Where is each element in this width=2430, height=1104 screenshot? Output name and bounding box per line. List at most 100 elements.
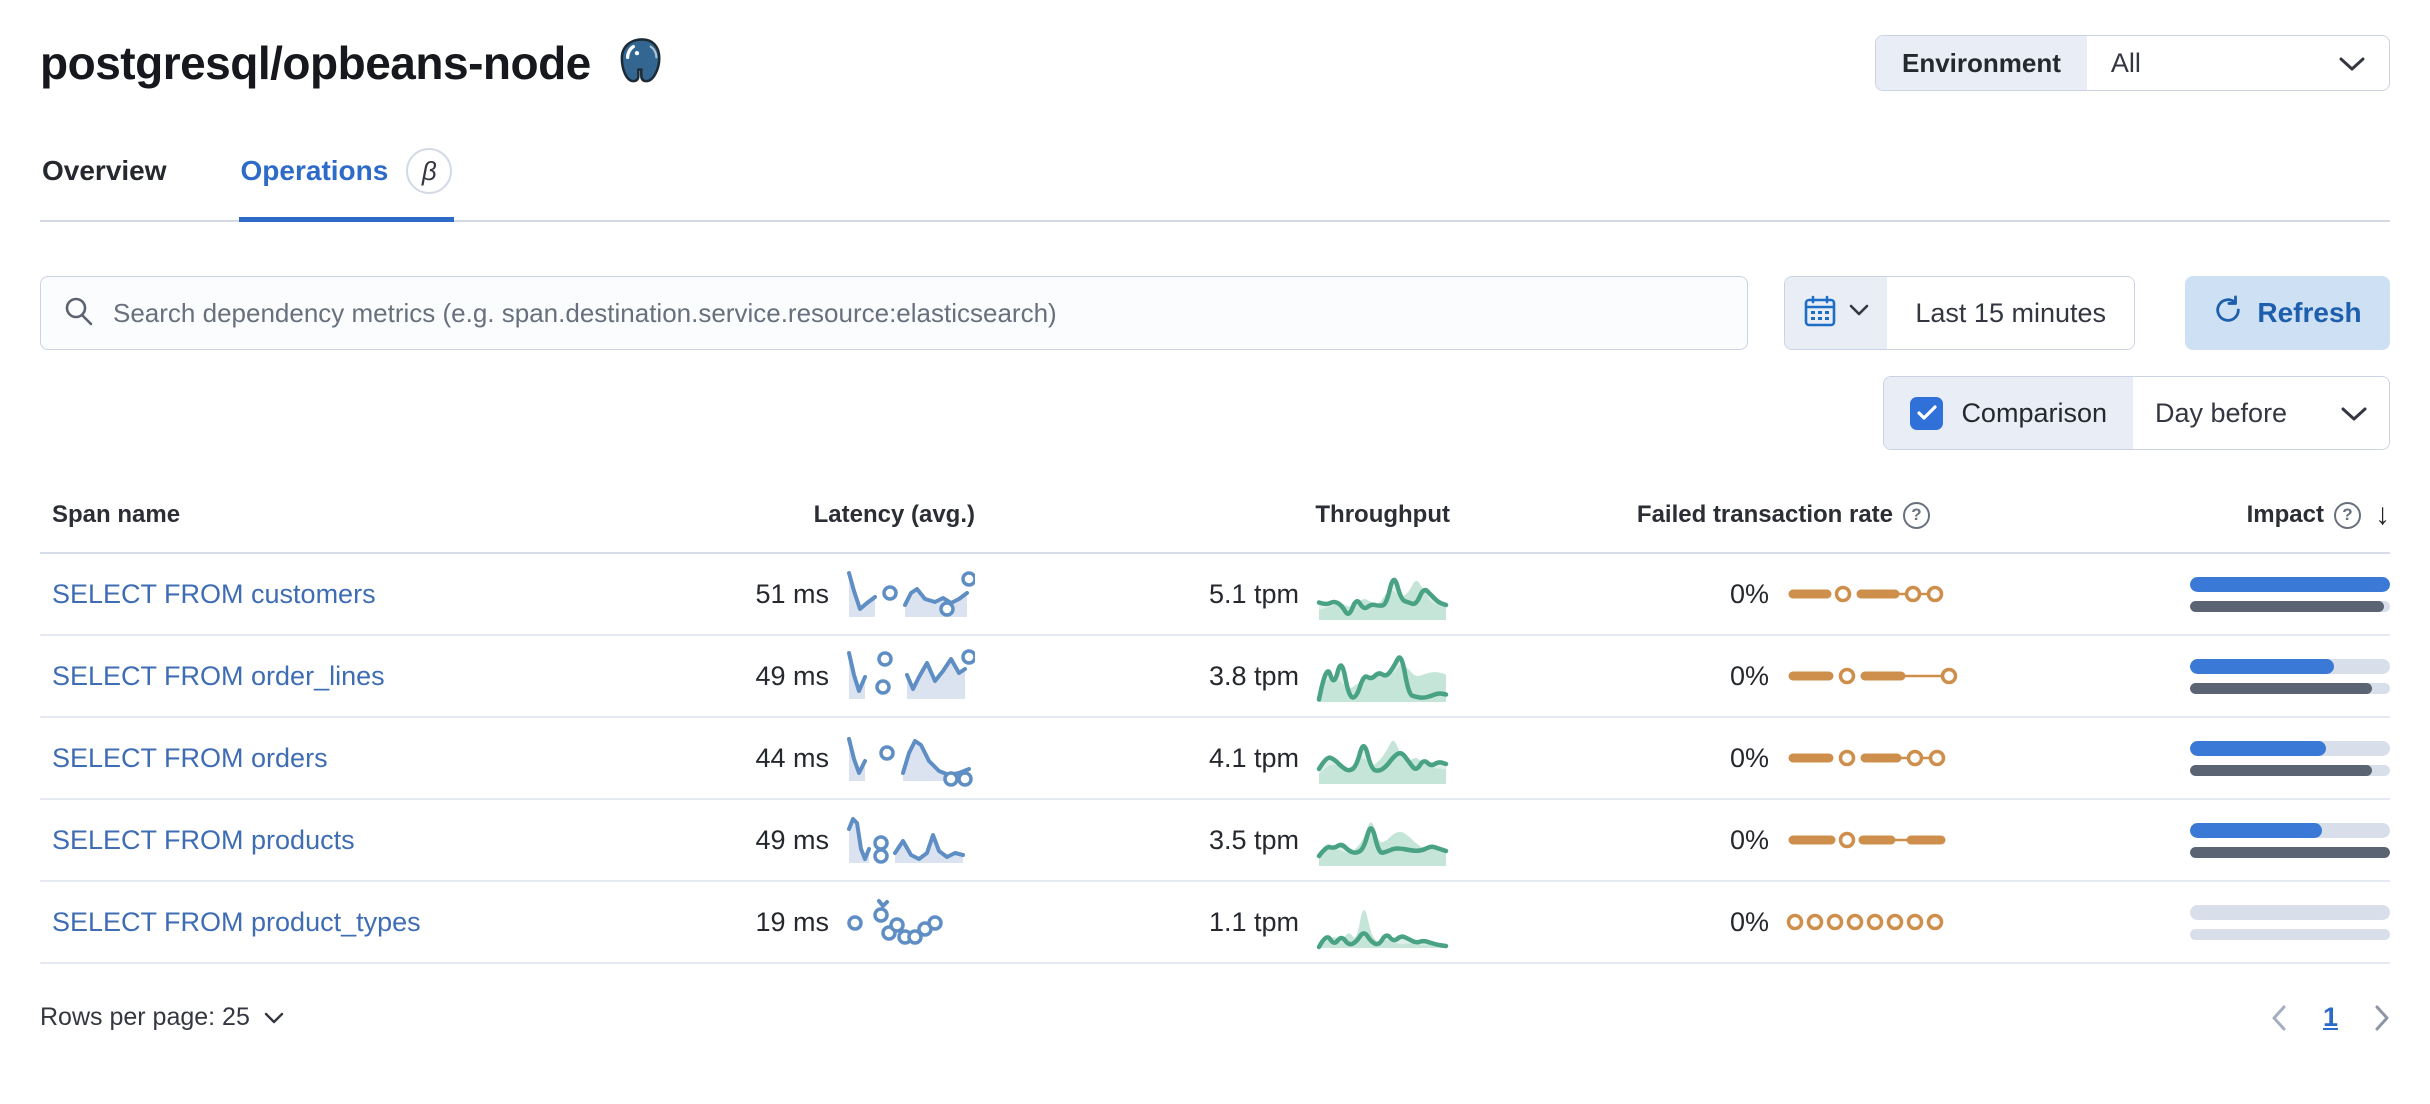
latency-sparkline xyxy=(845,565,975,623)
time-range-picker: Last 15 minutes xyxy=(1784,276,2135,350)
latency-sparkline xyxy=(845,729,975,787)
column-header-failed-rate[interactable]: Failed transaction rate? xyxy=(1450,501,1960,529)
latency-value: 44 ms xyxy=(755,742,829,773)
operations-table: Span name Latency (avg.) Throughput Fail… xyxy=(40,498,2390,964)
table-body: SELECT FROM customers 51 ms 5.1 tpm 0% S… xyxy=(40,554,2390,964)
impact-previous-bar xyxy=(2190,928,2390,940)
throughput-value: 5.1 tpm xyxy=(1208,578,1299,609)
calendar-menu-button[interactable] xyxy=(1785,277,1888,349)
pagination: 1 xyxy=(2271,1002,2390,1033)
span-name-link[interactable]: SELECT FROM customers xyxy=(52,578,376,609)
failed-rate-value: 0% xyxy=(1729,578,1769,609)
rows-per-page-label: Rows per page: 25 xyxy=(40,1003,250,1031)
refresh-button[interactable]: Refresh xyxy=(2185,276,2390,350)
comparison-value: Day before xyxy=(2155,397,2288,428)
failed-rate-sparkline xyxy=(1785,905,1960,939)
search-input[interactable] xyxy=(113,297,1726,329)
impact-current-bar xyxy=(2190,658,2390,674)
impact-previous-bar xyxy=(2190,764,2390,776)
tab-operations-label: Operations xyxy=(240,155,389,186)
table-row: SELECT FROM products 49 ms 3.5 tpm 0% xyxy=(40,800,2390,882)
impact-bars xyxy=(2190,740,2390,776)
table-footer: Rows per page: 25 1 xyxy=(40,1002,2390,1033)
failed-rate-value: 0% xyxy=(1729,742,1769,773)
impact-current-bar xyxy=(2190,740,2390,756)
impact-current-bar xyxy=(2190,822,2390,838)
chevron-down-icon xyxy=(1849,304,1869,322)
failed-rate-value: 0% xyxy=(1729,660,1769,691)
latency-value: 51 ms xyxy=(755,578,829,609)
latency-value: 19 ms xyxy=(755,906,829,937)
refresh-icon xyxy=(2213,294,2243,332)
table-row: SELECT FROM order_lines 49 ms 3.8 tpm 0% xyxy=(40,636,2390,718)
help-icon[interactable]: ? xyxy=(1903,501,1930,529)
column-header-span-name[interactable]: Span name xyxy=(52,501,181,528)
table-row: SELECT FROM customers 51 ms 5.1 tpm 0% xyxy=(40,554,2390,636)
column-header-latency[interactable]: Latency (avg.) xyxy=(813,501,975,528)
failed-rate-value: 0% xyxy=(1729,824,1769,855)
impact-bars xyxy=(2190,658,2390,694)
throughput-sparkline xyxy=(1315,809,1450,871)
span-name-link[interactable]: SELECT FROM order_lines xyxy=(52,660,385,691)
column-header-impact[interactable]: Impact? ↓ xyxy=(2246,498,2390,531)
failed-rate-sparkline xyxy=(1785,577,1960,611)
tab-bar: Overview Operations β xyxy=(40,144,2390,222)
help-icon[interactable]: ? xyxy=(2334,501,2361,529)
impact-bars xyxy=(2190,904,2390,940)
search-box xyxy=(40,276,1749,350)
comparison-select[interactable]: Day before xyxy=(2133,377,2389,449)
failed-rate-sparkline xyxy=(1785,741,1960,775)
latency-sparkline xyxy=(845,647,975,705)
dependency-detail-page: postgresql/opbeans-node Environment All xyxy=(0,28,2430,1033)
throughput-value: 3.5 tpm xyxy=(1208,824,1299,855)
postgresql-icon xyxy=(619,36,665,91)
comparison-row: Comparison Day before xyxy=(40,376,2390,450)
impact-current-bar xyxy=(2190,904,2390,920)
throughput-sparkline xyxy=(1315,563,1450,625)
latency-sparkline xyxy=(845,893,975,951)
latency-value: 49 ms xyxy=(755,824,829,855)
environment-label: Environment xyxy=(1876,36,2087,90)
throughput-value: 4.1 tpm xyxy=(1208,742,1299,773)
refresh-label: Refresh xyxy=(2257,297,2362,328)
environment-select[interactable]: Environment All xyxy=(1875,35,2390,91)
tab-overview-label: Overview xyxy=(42,155,167,186)
table-header-row: Span name Latency (avg.) Throughput Fail… xyxy=(40,498,2390,554)
page-number[interactable]: 1 xyxy=(2322,1002,2338,1032)
tab-overview[interactable]: Overview xyxy=(40,144,169,220)
calendar-icon xyxy=(1803,294,1837,333)
comparison-control: Comparison Day before xyxy=(1883,376,2390,450)
title-wrap: postgresql/opbeans-node xyxy=(40,36,665,91)
latency-value: 49 ms xyxy=(755,660,829,691)
beta-badge: β xyxy=(406,148,453,194)
impact-bars xyxy=(2190,576,2390,612)
throughput-sparkline xyxy=(1315,645,1450,707)
chevron-down-icon xyxy=(2341,398,2367,429)
environment-value: All xyxy=(2110,47,2141,78)
span-name-link[interactable]: SELECT FROM product_types xyxy=(52,906,421,937)
span-name-link[interactable]: SELECT FROM orders xyxy=(52,742,328,773)
failed-rate-sparkline xyxy=(1785,659,1960,693)
rows-per-page-button[interactable]: Rows per page: 25 xyxy=(40,1003,284,1032)
comparison-label: Comparison xyxy=(1961,397,2107,428)
comparison-checkbox[interactable] xyxy=(1910,396,1944,430)
table-row: SELECT FROM orders 44 ms 4.1 tpm 0% xyxy=(40,718,2390,800)
impact-bars xyxy=(2190,822,2390,858)
impact-previous-bar xyxy=(2190,600,2390,612)
throughput-value: 3.8 tpm xyxy=(1208,660,1299,691)
next-page-button[interactable] xyxy=(2374,1005,2390,1031)
chevron-down-icon xyxy=(2339,48,2365,79)
impact-previous-bar xyxy=(2190,682,2390,694)
search-icon xyxy=(63,295,95,332)
throughput-sparkline xyxy=(1315,727,1450,789)
span-name-link[interactable]: SELECT FROM products xyxy=(52,824,355,855)
page-title: postgresql/opbeans-node xyxy=(40,37,591,89)
time-range-value[interactable]: Last 15 minutes xyxy=(1887,277,2134,349)
page-header: postgresql/opbeans-node Environment All xyxy=(40,28,2390,98)
throughput-sparkline xyxy=(1315,891,1450,953)
impact-current-bar xyxy=(2190,576,2390,592)
previous-page-button[interactable] xyxy=(2271,1005,2287,1031)
column-header-throughput[interactable]: Throughput xyxy=(1315,501,1450,528)
throughput-value: 1.1 tpm xyxy=(1208,906,1299,937)
tab-operations[interactable]: Operations β xyxy=(238,144,455,222)
